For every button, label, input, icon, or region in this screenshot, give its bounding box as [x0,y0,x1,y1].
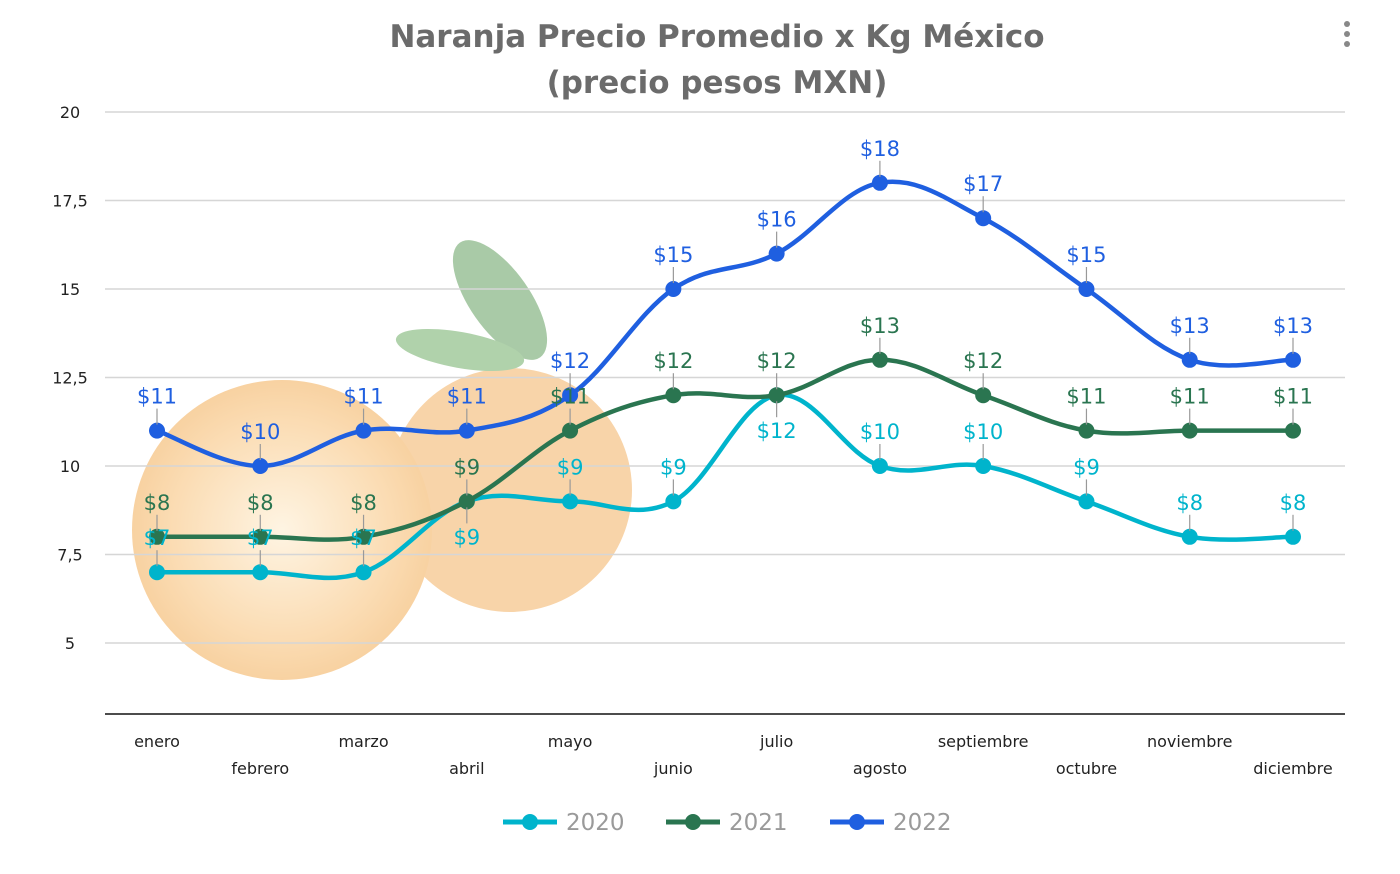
x-tick-label: septiembre [938,732,1029,751]
data-point-2021 [149,528,165,545]
data-point-2020 [665,493,682,510]
data-label-2020: $9 [557,455,584,479]
data-label-2022: $18 [860,137,900,161]
data-point-2020 [149,564,165,581]
data-point-2021 [665,387,682,404]
data-point-2021 [562,422,579,439]
data-label-2020: $12 [757,419,797,443]
x-tick-label: noviembre [1147,732,1233,751]
more-vertical-icon[interactable] [1344,21,1350,47]
data-label-2020: $9 [1073,455,1100,479]
legend-label: 2022 [893,810,952,836]
data-point-2022 [871,174,888,191]
legend-label: 2020 [566,810,625,836]
data-label-2021: $11 [1273,385,1313,409]
data-point-2020 [975,458,992,474]
data-point-2022 [355,422,372,439]
data-label-2021: $12 [757,349,797,373]
chart-title-line1: Naranja Precio Promedio x Kg México [389,19,1044,55]
data-point-2022 [1078,281,1095,297]
data-point-2022 [458,422,475,439]
y-tick-label: 15 [60,280,80,299]
x-tick-label: octubre [1056,759,1117,778]
data-point-2022 [665,281,682,297]
legend-item-2020[interactable]: 2020 [503,810,625,836]
data-label-2021: $8 [350,491,377,515]
data-label-2020: $8 [1176,491,1203,515]
data-label-2022: $11 [343,385,383,409]
legend-label: 2021 [729,810,788,836]
legend-marker [522,814,538,830]
x-tick-label: marzo [338,732,388,751]
data-label-2022: $15 [1066,243,1106,267]
data-point-2022 [252,458,269,474]
data-point-2021 [458,493,475,510]
data-label-2022: $16 [757,208,797,232]
data-label-2021: $12 [653,349,693,373]
data-label-2021: $9 [453,455,480,479]
data-label-2021: $13 [860,314,900,338]
data-point-2020 [1285,528,1301,545]
x-tick-label: febrero [231,759,289,778]
y-tick-label: 17,5 [52,192,88,211]
data-point-2020 [562,493,579,510]
legend-marker [685,814,701,830]
legend-item-2021[interactable]: 2021 [666,810,788,836]
data-point-2021 [768,387,785,404]
data-point-2022 [975,210,992,227]
x-tick-label: agosto [853,759,907,778]
data-label-2021: $12 [963,349,1003,373]
y-tick-label: 12,5 [52,369,88,388]
data-label-2021: $11 [1066,385,1106,409]
data-label-2022: $15 [653,243,693,267]
y-tick-label: 5 [65,634,75,653]
chart-title-line2: (precio pesos MXN) [547,65,888,101]
y-tick-label: 10 [60,457,80,476]
y-tick-label: 20 [60,103,80,122]
data-point-2022 [1181,351,1198,368]
data-label-2022: $17 [963,172,1003,196]
legend-item-2022[interactable]: 2022 [830,810,952,836]
data-label-2021: $11 [1170,385,1210,409]
data-label-2022: $13 [1170,314,1210,338]
data-point-2020 [871,458,888,474]
data-label-2022: $13 [1273,314,1313,338]
data-point-2022 [768,245,785,262]
data-point-2021 [1181,422,1198,439]
data-point-2020 [1181,528,1198,545]
data-label-2020: $8 [1280,491,1307,515]
data-point-2021 [355,528,372,545]
data-point-2021 [1285,422,1301,439]
data-label-2020: $10 [860,420,900,444]
legend-marker [849,814,865,830]
data-label-2022: $10 [240,420,280,444]
x-tick-label: enero [134,732,180,751]
data-point-2021 [871,351,888,368]
data-label-2022: $11 [447,385,487,409]
x-tick-label: diciembre [1253,759,1333,778]
y-tick-label: 7,5 [57,546,82,565]
data-point-2020 [355,564,372,581]
data-label-2022: $11 [137,385,177,409]
data-label-2021: $8 [144,491,171,515]
data-point-2021 [975,387,992,404]
x-tick-label: junio [653,759,693,778]
data-label-2020: $10 [963,420,1003,444]
x-tick-label: julio [759,732,793,751]
x-tick-label: abril [449,759,484,778]
data-label-2020: $9 [453,525,480,549]
x-tick-label: mayo [548,732,593,751]
data-point-2022 [1285,351,1301,368]
data-point-2022 [149,422,165,439]
data-label-2021: $8 [247,491,274,515]
data-point-2021 [252,528,269,545]
data-label-2022: $12 [550,349,590,373]
data-point-2020 [1078,493,1095,510]
data-point-2021 [1078,422,1095,439]
data-point-2020 [252,564,269,581]
data-label-2020: $9 [660,455,687,479]
series-line-2021 [157,357,1293,542]
data-point-2022 [562,387,579,404]
